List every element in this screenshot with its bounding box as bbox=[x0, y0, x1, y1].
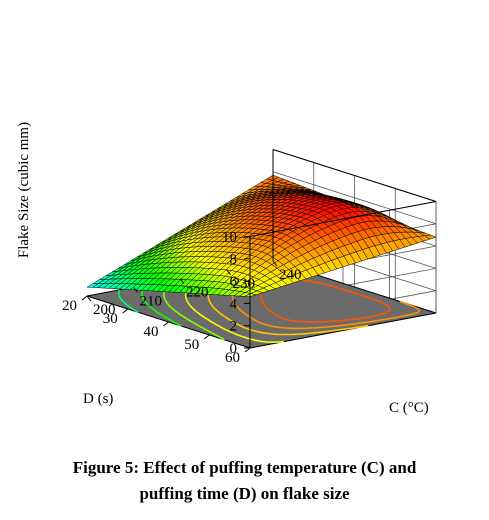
z-tick-label: 10 bbox=[222, 230, 237, 246]
z-tick-label: 6 bbox=[230, 274, 238, 290]
z-tick-label: 2 bbox=[230, 319, 238, 335]
z-tick-label: 0 bbox=[230, 341, 238, 357]
x-tick-label: 200 bbox=[93, 302, 116, 318]
z-axis-label: Flake Size (cubic mm) bbox=[16, 122, 32, 258]
y-tick-label: 60 bbox=[225, 350, 240, 366]
x-tick-label: 220 bbox=[186, 285, 209, 301]
x-tick-label: 240 bbox=[279, 267, 302, 283]
y-tick-mark bbox=[122, 308, 129, 314]
y-tick-mark bbox=[81, 295, 88, 301]
response-surface bbox=[86, 174, 437, 297]
y-tick-label: 20 bbox=[62, 298, 77, 314]
axis-box bbox=[249, 149, 437, 348]
caption-line-2: puffing time (D) on flake size bbox=[139, 484, 350, 503]
y-tick-mark bbox=[163, 321, 169, 327]
y-tick-mark bbox=[244, 347, 251, 353]
x-tick-mark bbox=[272, 260, 278, 267]
x-axis-label: C (°C) bbox=[389, 400, 429, 416]
caption-line-1: Figure 5: Effect of puffing temperature … bbox=[72, 458, 417, 477]
x-tick-mark bbox=[179, 278, 185, 284]
box-edge bbox=[272, 149, 437, 202]
y-axis-label: D (s) bbox=[83, 391, 113, 407]
surface-plot: 0 2 4 6 8 10 200 210 220 230 240 20 30 40 50 60 Flake S… bbox=[16, 122, 437, 416]
x-tick-mark bbox=[133, 286, 138, 293]
surface-patch bbox=[86, 283, 100, 288]
z-tick-label: 4 bbox=[230, 296, 238, 312]
box-edge bbox=[249, 201, 437, 237]
z-tick-label: 8 bbox=[230, 252, 238, 268]
y-tick-label: 50 bbox=[184, 337, 199, 353]
figure-caption: Figure 5: Effect of puffing temperature … bbox=[0, 455, 489, 507]
y-tick-mark bbox=[203, 334, 210, 340]
x-tick-mark bbox=[226, 269, 231, 276]
x-tick-label: 210 bbox=[140, 293, 163, 309]
x-tick-label: 230 bbox=[233, 276, 256, 292]
contour-line bbox=[117, 289, 139, 314]
y-tick-label: 30 bbox=[103, 311, 118, 327]
x-tick-mark bbox=[86, 295, 92, 302]
tick-labels: 0 2 4 6 8 10 200 210 220 230 240 20 30 40 50 60 bbox=[62, 230, 302, 367]
y-tick-label: 40 bbox=[144, 324, 159, 340]
